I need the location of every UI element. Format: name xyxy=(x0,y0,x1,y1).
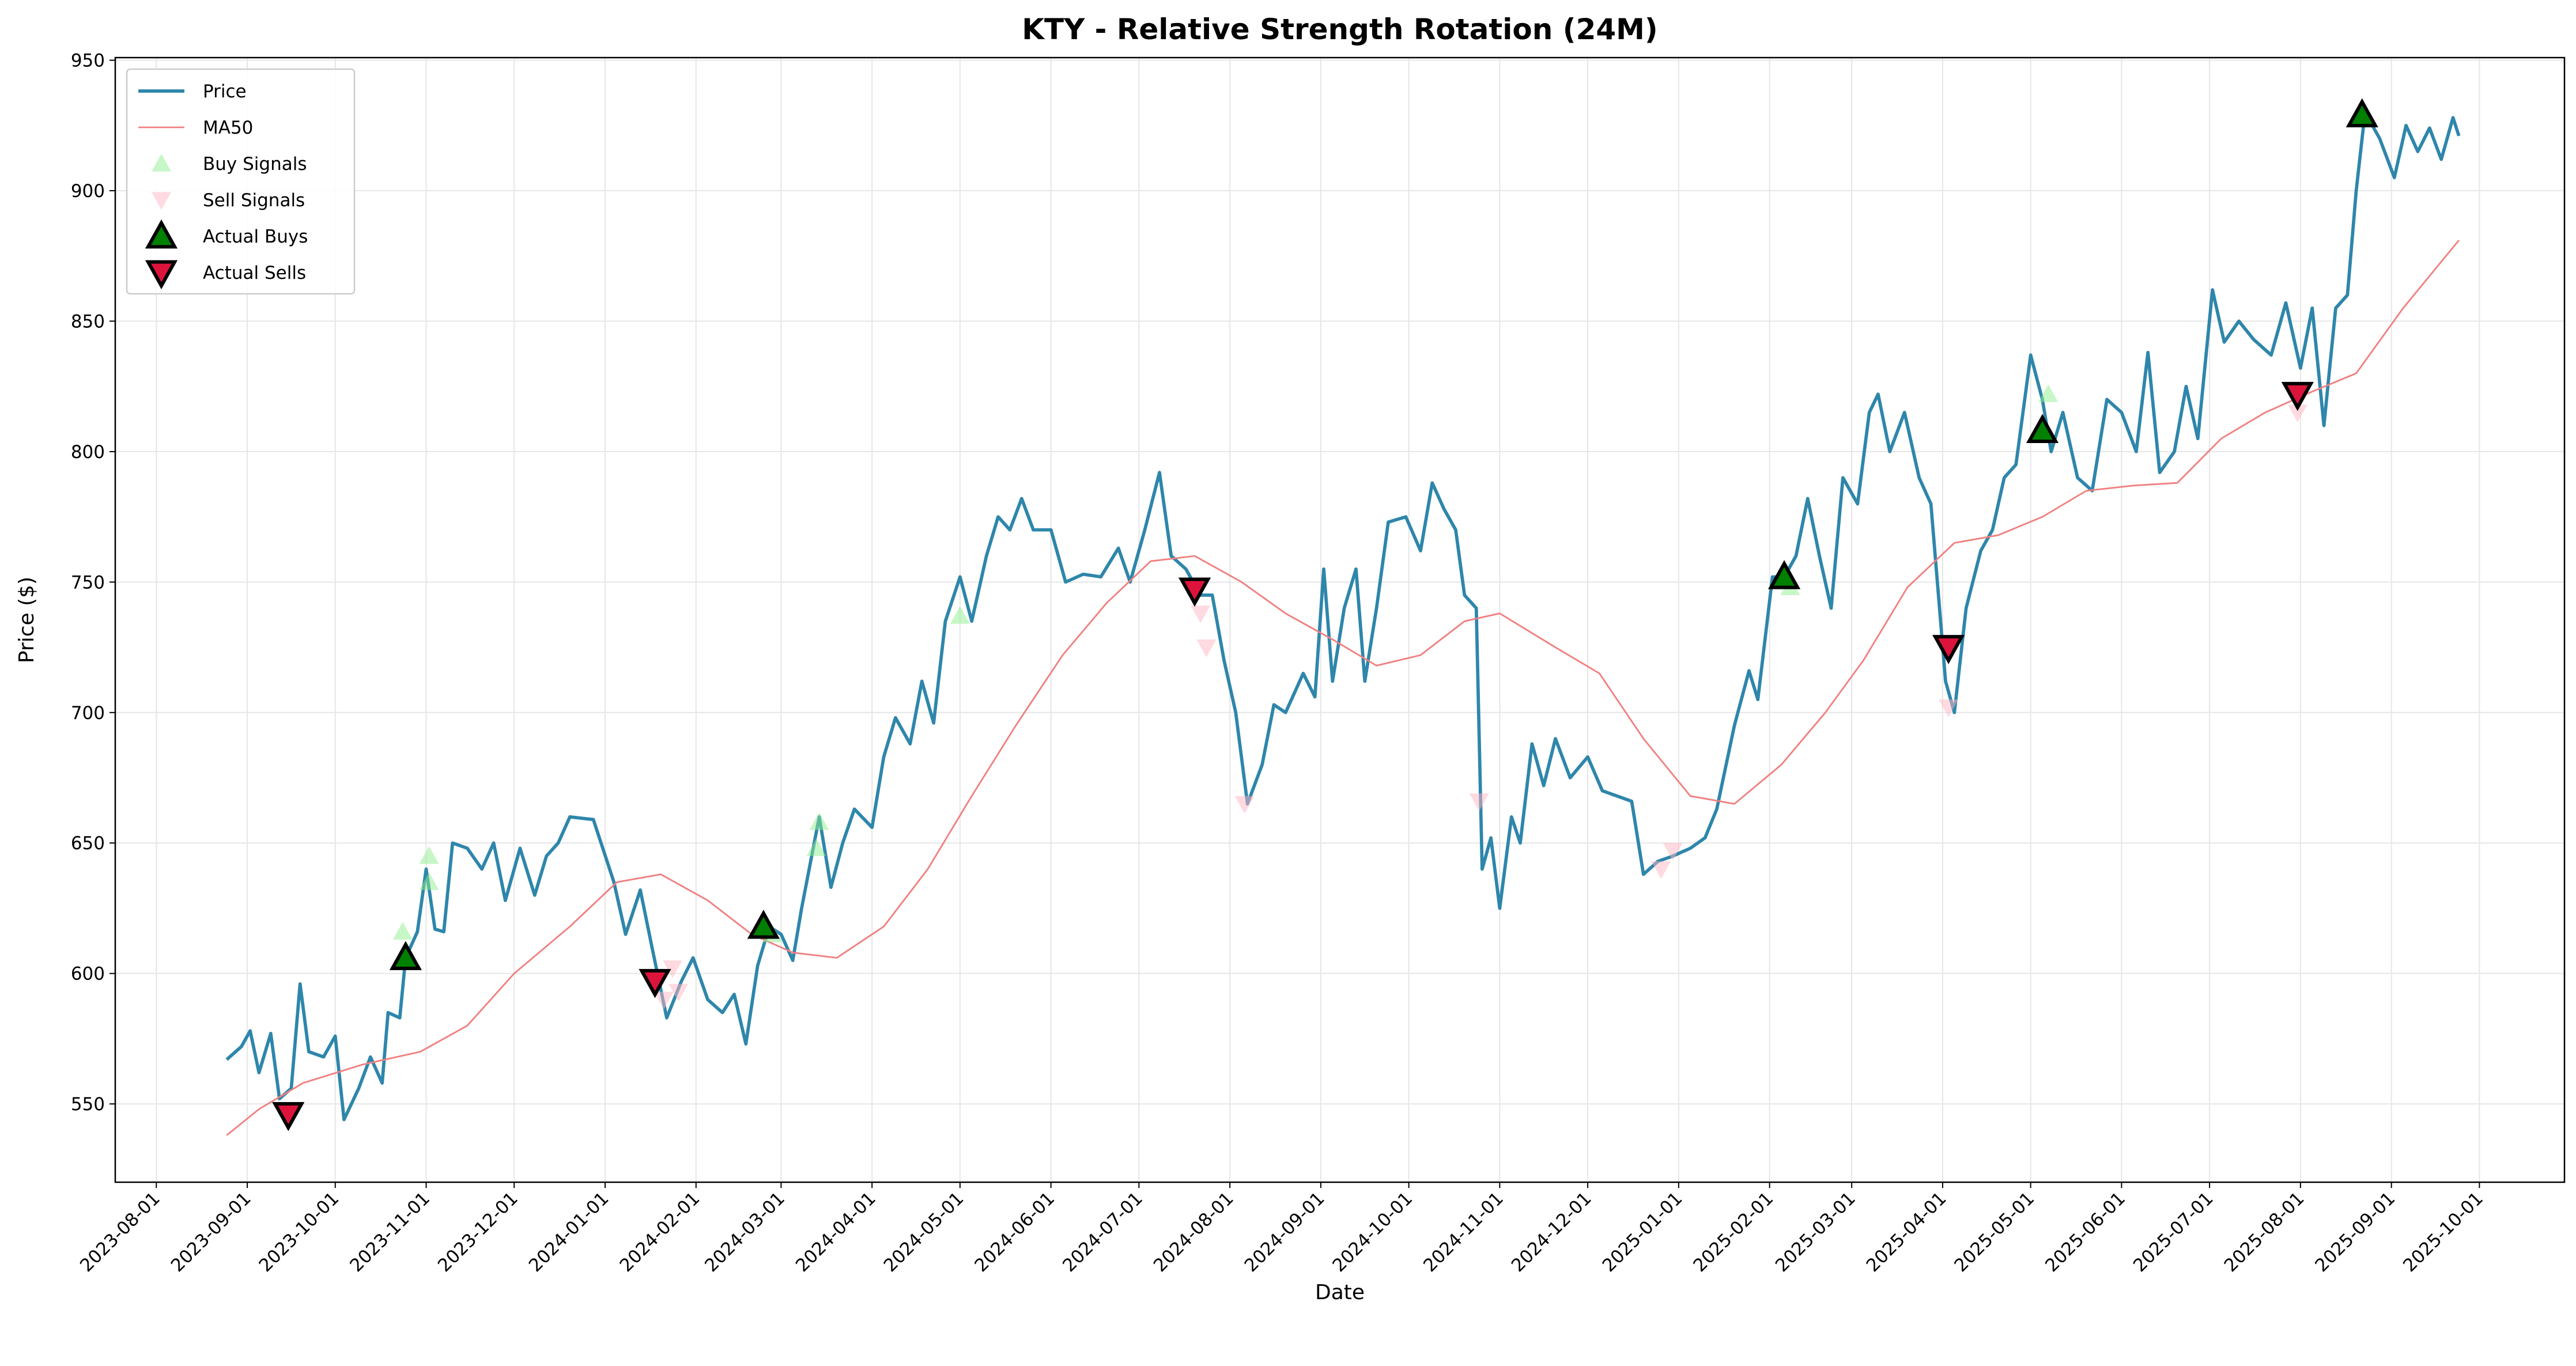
marker xyxy=(1939,699,1959,717)
y-tick-label: 650 xyxy=(71,833,105,854)
y-tick-label: 600 xyxy=(71,964,105,985)
marker xyxy=(747,909,780,939)
legend-box xyxy=(126,68,356,295)
marker xyxy=(1234,796,1255,814)
marker xyxy=(1768,560,1801,589)
marker xyxy=(272,1102,305,1132)
legend-label: Actual Buys xyxy=(203,226,308,247)
legend-label: Price xyxy=(203,81,247,102)
marker xyxy=(2038,384,2058,402)
plot-frame xyxy=(114,56,2566,1183)
marker xyxy=(1196,639,1217,657)
legend-label: Buy Signals xyxy=(203,154,307,175)
marker xyxy=(2287,404,2307,422)
marker xyxy=(2281,381,2314,411)
marker xyxy=(419,846,439,864)
marker xyxy=(639,968,671,998)
legend-swatch xyxy=(145,260,178,290)
y-axis-label: Price ($) xyxy=(15,577,39,663)
y-tick-label: 800 xyxy=(71,442,105,463)
legend-swatch xyxy=(152,192,171,210)
marker xyxy=(1191,606,1211,623)
marker xyxy=(2026,414,2059,444)
line-1 xyxy=(226,240,2460,1136)
marker xyxy=(419,872,439,890)
y-tick-label: 900 xyxy=(71,181,105,202)
legend-label: MA50 xyxy=(203,118,253,138)
y-tick-label: 550 xyxy=(71,1094,105,1115)
line-0 xyxy=(225,111,2461,1122)
y-tick-label: 750 xyxy=(71,572,105,593)
marker xyxy=(1178,577,1211,607)
x-axis-label: Date xyxy=(1315,1281,1365,1304)
marker xyxy=(1932,635,1965,664)
marker xyxy=(389,941,422,970)
y-tick-label: 850 xyxy=(71,311,105,332)
chart-title: KTY - Relative Strength Rotation (24M) xyxy=(1022,13,1658,46)
legend-label: Sell Signals xyxy=(203,190,305,211)
marker xyxy=(950,606,970,624)
marker xyxy=(668,983,689,1002)
legend-label: Actual Sells xyxy=(203,263,306,283)
marker xyxy=(654,992,674,1009)
marker xyxy=(1469,793,1489,811)
y-tick-label: 700 xyxy=(71,703,105,724)
marker xyxy=(2345,98,2378,128)
marker xyxy=(806,838,826,856)
marker xyxy=(1651,861,1671,879)
marker xyxy=(1663,843,1683,861)
marker xyxy=(809,812,829,830)
legend-swatch xyxy=(152,154,171,172)
marker xyxy=(663,960,683,978)
y-tick-label: 950 xyxy=(71,51,105,71)
marker xyxy=(392,922,413,940)
legend-swatch xyxy=(145,219,178,249)
